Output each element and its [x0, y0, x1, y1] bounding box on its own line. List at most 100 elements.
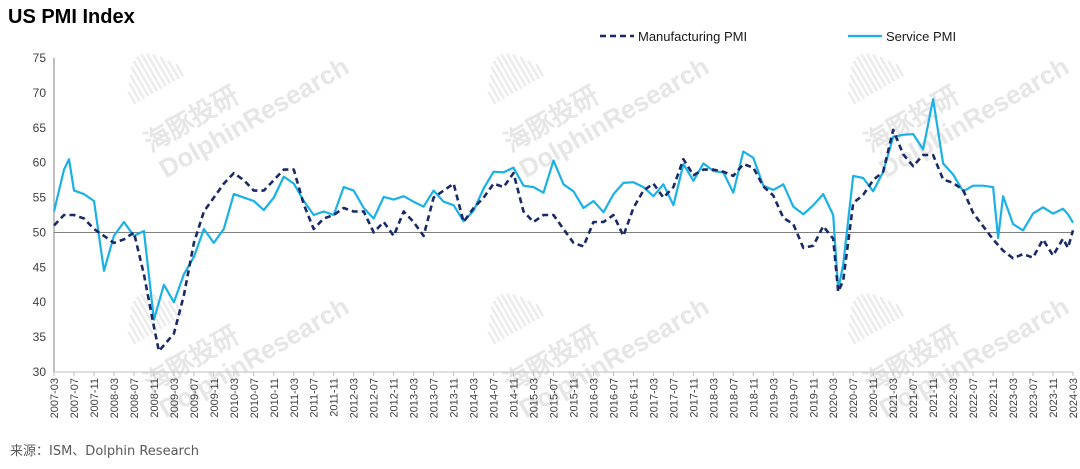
x-tick-label: 2020-03 [828, 378, 840, 418]
watermark-bar [872, 53, 892, 85]
watermark-bar [849, 73, 866, 100]
watermark-bar [129, 73, 146, 100]
x-tick-label: 2012-07 [369, 378, 381, 418]
watermark-bar [847, 331, 857, 345]
watermark-bar [535, 303, 545, 317]
watermark-bar [527, 59, 540, 80]
watermark-bar [879, 296, 896, 322]
watermark-bar [879, 56, 896, 82]
x-tick-label: 2014-07 [489, 378, 501, 418]
watermark-bar [527, 299, 540, 320]
watermark-bar [535, 63, 545, 77]
x-tick-label: 2016-11 [628, 378, 640, 418]
watermark-bar [500, 293, 523, 330]
watermark-bar [167, 59, 180, 80]
x-tick-label: 2013-11 [449, 378, 461, 418]
watermark-bar [127, 91, 137, 105]
watermark-bar [496, 55, 519, 92]
watermark-bar [489, 313, 506, 340]
x-tick-label: 2016-03 [588, 378, 600, 418]
watermark-bar [512, 53, 532, 85]
watermark-bar [852, 300, 874, 335]
x-tick-label: 2014-11 [509, 378, 521, 418]
watermark-bar [505, 292, 527, 327]
x-tick-label: 2007-07 [69, 378, 81, 418]
legend-service-label: Service PMI [886, 29, 956, 44]
x-tick-label: 2008-11 [149, 378, 161, 418]
y-tick-label: 45 [33, 260, 47, 274]
x-tick-label: 2013-07 [429, 378, 441, 418]
watermark-bar [856, 295, 879, 332]
y-tick-label: 35 [33, 330, 47, 344]
x-tick-label: 2022-07 [968, 378, 980, 418]
x-tick-label: 2017-07 [668, 378, 680, 418]
watermark-bar [159, 296, 176, 322]
x-tick-label: 2008-07 [129, 378, 141, 418]
watermark-bar [500, 53, 523, 90]
watermark-bar [145, 52, 167, 87]
x-tick-label: 2018-11 [748, 378, 760, 418]
watermark-bar [488, 322, 501, 342]
x-tick-label: 2014-03 [469, 378, 481, 418]
x-tick-label: 2021-11 [928, 378, 940, 418]
x-tick-label: 2022-11 [988, 378, 1000, 418]
watermark-bar [849, 313, 866, 340]
x-tick-label: 2021-07 [908, 378, 920, 418]
x-tick-label: 2019-11 [808, 378, 820, 418]
y-tick-label: 40 [33, 295, 47, 309]
y-tick-label: 60 [33, 156, 47, 170]
manufacturing-pmi-line [53, 128, 1075, 353]
x-tick-label: 2010-07 [249, 378, 261, 418]
watermark-bar [850, 66, 870, 97]
x-tick-label: 2015-03 [529, 378, 541, 418]
x-tick-label: 2007-11 [89, 378, 101, 418]
watermark-bar [887, 299, 900, 320]
watermark-bar [152, 293, 172, 325]
x-tick-label: 2010-03 [229, 378, 241, 418]
x-tick-label: 2023-11 [1048, 378, 1060, 418]
watermark-bar [848, 82, 861, 102]
source-note: 来源：ISM、Dolphin Research [10, 444, 199, 459]
x-tick-label: 2009-03 [169, 378, 181, 418]
x-tick-label: 2008-03 [109, 378, 121, 418]
x-tick-label: 2021-03 [888, 378, 900, 418]
watermark-bar [489, 73, 506, 100]
watermark-bar [487, 91, 497, 105]
y-tick-label: 70 [33, 86, 47, 100]
watermark-bar [505, 52, 527, 87]
x-tick-label: 2012-03 [349, 378, 361, 418]
x-tick-label: 2015-11 [568, 378, 580, 418]
watermark-bar [490, 66, 510, 97]
watermark-bar [895, 63, 905, 77]
watermark-bar [488, 82, 501, 102]
watermark-bar [847, 91, 857, 105]
watermark-bar [128, 82, 141, 102]
x-tick-label: 2010-11 [269, 378, 281, 418]
x-tick-label: 2011-11 [329, 378, 341, 417]
x-tick-label: 2019-07 [788, 378, 800, 418]
y-tick-label: 55 [33, 191, 47, 205]
watermark-bar [152, 53, 172, 85]
x-tick-label: 2020-11 [868, 378, 880, 418]
watermark-bar [129, 313, 146, 340]
watermark-bar [519, 56, 536, 82]
legend-manufacturing-label: Manufacturing PMI [638, 29, 747, 44]
watermark-bar [492, 60, 514, 95]
watermark-bar [848, 322, 861, 342]
chart-axes: 30 35 40 45 50 55 60 65 70 75 2007-03 2007-07 2007-1… [33, 51, 1080, 418]
watermark-bar [856, 55, 879, 92]
x-tick-label: 2015-07 [549, 378, 561, 418]
y-tick-label: 65 [33, 121, 47, 135]
watermark-bar [140, 53, 163, 90]
x-tick-label: 2017-03 [648, 378, 660, 418]
watermark-bar [167, 299, 180, 320]
x-tick-label: 2022-03 [948, 378, 960, 418]
x-tick-label: 2011-07 [309, 378, 321, 418]
watermark-bar [872, 293, 892, 325]
x-tick-label: 2016-07 [608, 378, 620, 418]
x-tick-label: 2024-03 [1068, 378, 1080, 418]
x-tick-label: 2009-11 [209, 378, 221, 418]
watermark-bar [175, 63, 185, 77]
